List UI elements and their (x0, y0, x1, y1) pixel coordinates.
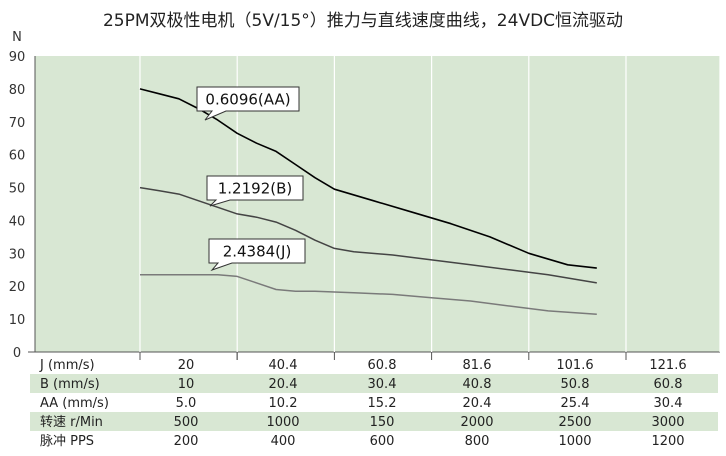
table-cell: 200 (174, 434, 199, 449)
table-cell: 121.6 (649, 358, 686, 373)
table-cell: 5.0 (176, 396, 197, 411)
table-cell: 25.4 (561, 396, 590, 411)
callout-box (196, 86, 300, 121)
y-tick-label: 0 (13, 346, 21, 361)
table-cell: 1000 (558, 434, 591, 449)
table-cell: 30.4 (654, 396, 683, 411)
table-cell: 20 (178, 358, 195, 373)
callout-box (206, 175, 304, 207)
table-cell: 101.6 (556, 358, 593, 373)
table-cell: 500 (174, 415, 199, 430)
table-cell: 800 (465, 434, 490, 449)
callout-label: 1.2192(B) (218, 180, 292, 198)
table-cell: 1000 (266, 415, 299, 430)
y-tick-label: 90 (9, 50, 26, 65)
table-row-label: J (mm/s) (39, 358, 95, 373)
table-cell: 81.6 (463, 358, 492, 373)
series-line (140, 273, 597, 315)
table-cell: 30.4 (368, 377, 397, 392)
table-row-label: B (mm/s) (40, 377, 100, 392)
table-row-stripe (30, 412, 718, 431)
table-cell: 150 (370, 415, 395, 430)
y-unit-label: N (12, 30, 22, 45)
table-cell: 40.8 (463, 377, 492, 392)
y-tick-label: 10 (9, 313, 26, 328)
series-line (139, 186, 597, 284)
table-row-label: 脉冲 PPS (40, 434, 94, 449)
table-row-label: 转速 r/Min (40, 415, 103, 430)
table-cell: 1200 (651, 434, 684, 449)
plot-area (35, 56, 720, 352)
y-tick-label: 20 (9, 280, 26, 295)
chart-title: 25PM双极性电机（5V/15°）推力与直线速度曲线，24VDC恒流驱动 (102, 11, 624, 31)
table-cell: 20.4 (269, 377, 298, 392)
table-cell: 60.8 (368, 358, 397, 373)
table-cell: 50.8 (561, 377, 590, 392)
y-tick-label: 50 (9, 182, 26, 197)
callout-box (208, 238, 306, 272)
table-cell: 10 (178, 377, 195, 392)
y-tick-label: 40 (9, 214, 26, 229)
table-cell: 40.4 (269, 358, 298, 373)
table-row-stripe (30, 374, 718, 393)
table-cell: 20.4 (463, 396, 492, 411)
y-tick-label: 60 (9, 149, 26, 164)
table-cell: 400 (271, 434, 296, 449)
table-cell: 60.8 (654, 377, 683, 392)
y-tick-label: 70 (9, 116, 26, 131)
y-tick-label: 30 (9, 247, 26, 262)
table-row-label: AA (mm/s) (40, 396, 109, 411)
table-cell: 10.2 (269, 396, 298, 411)
table-cell: 2500 (558, 415, 591, 430)
callout-label: 0.6096(AA) (205, 91, 290, 109)
callout-label: 2.4384(J) (223, 243, 292, 261)
series-line (139, 88, 597, 269)
table-cell: 3000 (651, 415, 684, 430)
y-tick-label: 80 (9, 83, 26, 98)
table-cell: 15.2 (368, 396, 397, 411)
table-cell: 2000 (460, 415, 493, 430)
table-cell: 600 (370, 434, 395, 449)
